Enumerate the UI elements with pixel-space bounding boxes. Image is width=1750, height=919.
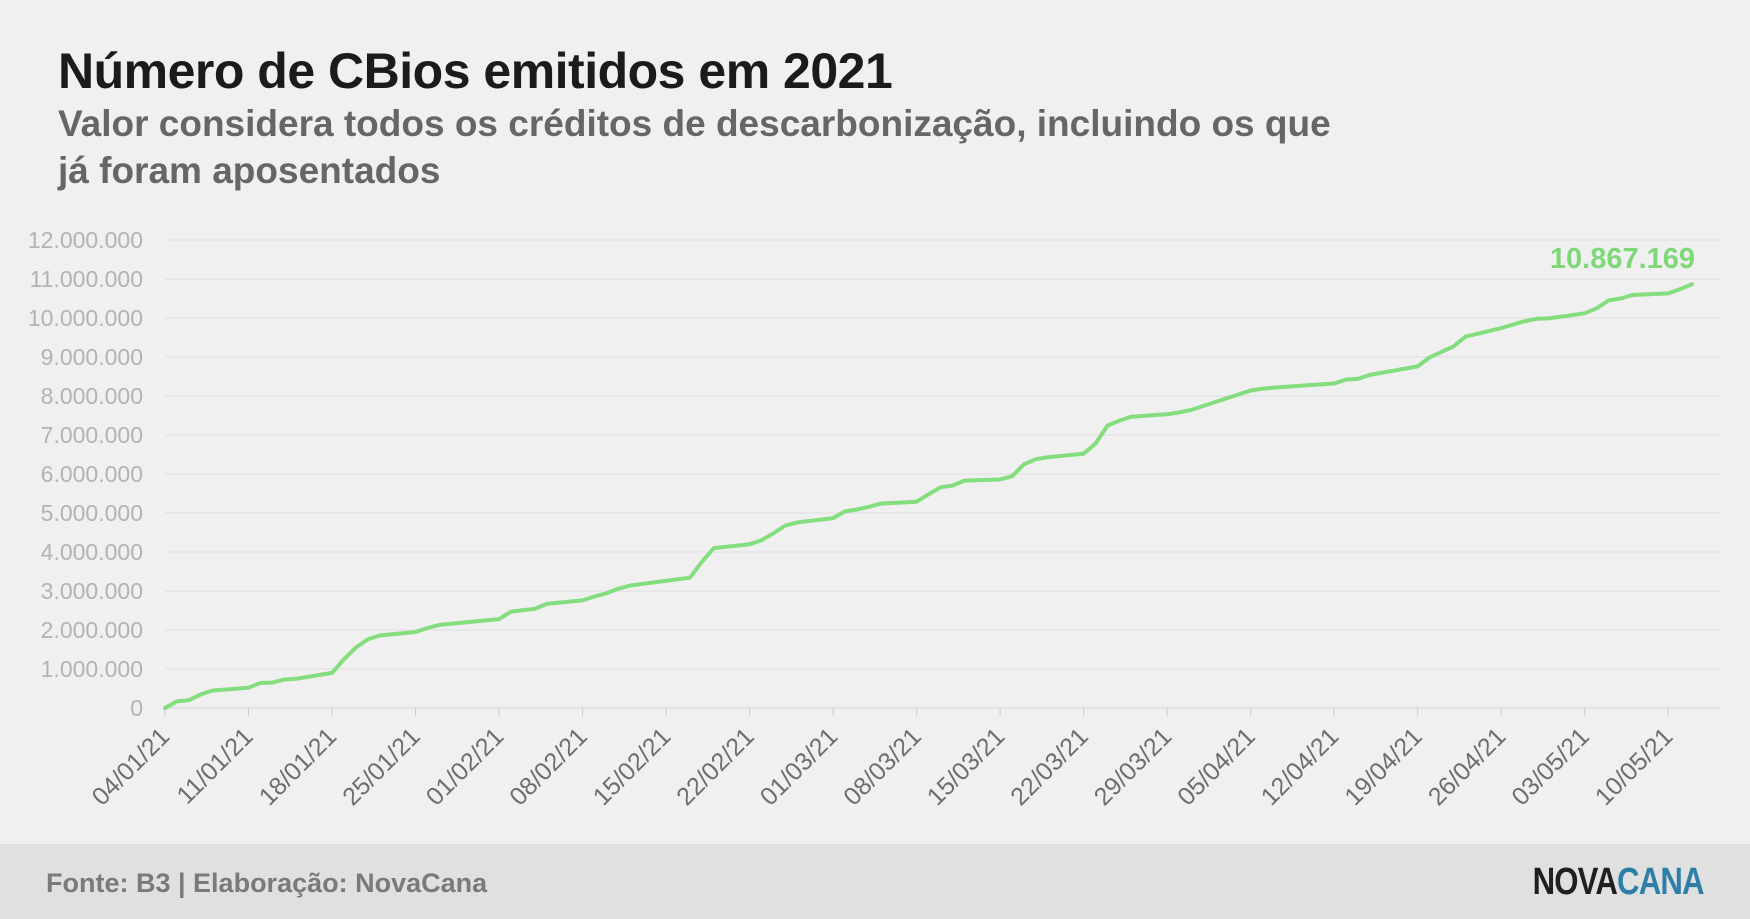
x-tick-label: 25/01/21 [337,722,426,811]
x-tick-label: 08/02/21 [504,722,593,811]
x-tick-label: 15/02/21 [588,722,677,811]
x-tick-label: 10/05/21 [1590,722,1679,811]
y-tick-label: 3.000.000 [41,578,143,604]
x-tick-label: 12/04/21 [1256,722,1345,811]
x-tick-label: 22/03/21 [1005,722,1094,811]
y-tick-label: 10.000.000 [28,305,143,331]
chart-subtitle: Valor considera todos os créditos de des… [58,103,1331,191]
x-tick-label: 19/04/21 [1339,722,1428,811]
y-tick-label: 2.000.000 [41,617,143,643]
y-tick-label: 4.000.000 [41,539,143,565]
x-tick-label: 11/01/21 [171,722,258,809]
y-tick-label: 1.000.000 [41,656,143,682]
x-tick-label: 18/01/21 [254,722,343,811]
x-tick-label: 05/04/21 [1172,722,1261,811]
y-tick-label: 8.000.000 [41,383,143,409]
x-tick-label: 26/04/21 [1423,722,1512,811]
x-tick-label: 04/01/21 [87,722,176,811]
x-tick-label: 15/03/21 [922,722,1011,811]
chart-title: Número de CBios emitidos em 2021 [58,43,893,99]
y-tick-label: 5.000.000 [41,500,143,526]
y-tick-label: 6.000.000 [41,461,143,487]
novacana-logo: NOVACANA [1532,861,1705,903]
y-tick-label: 7.000.000 [41,422,143,448]
line-chart: 0 1.000.000 2.000.000 3.000.000 4.000.000 5.0… [28,227,1720,811]
final-value-label: 10.867.169 [1550,243,1695,275]
x-tick-label: 03/05/21 [1506,722,1595,811]
x-tick-label: 01/02/21 [421,722,510,811]
y-tick-label: 9.000.000 [41,344,143,370]
x-tick-label: 22/02/21 [671,722,760,811]
x-tick-label: 08/03/21 [838,722,927,811]
y-tick-label: 11.000.000 [30,266,143,292]
x-tick-label: 29/03/21 [1089,722,1178,811]
x-tick-label: 01/03/21 [755,722,844,811]
footer: Fonte: B3 | Elaboração: NovaCana NOVACAN… [0,844,1750,919]
y-tick-label: 0 [130,695,143,721]
source-credit: Fonte: B3 | Elaboração: NovaCana [46,868,488,898]
y-tick-label: 12.000.000 [28,227,143,253]
series-line [163,282,1694,710]
